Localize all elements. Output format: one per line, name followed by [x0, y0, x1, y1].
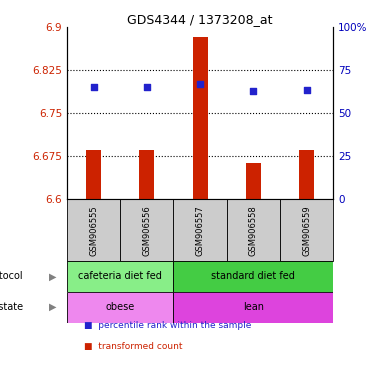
- FancyBboxPatch shape: [67, 261, 173, 292]
- Bar: [193, 37, 208, 199]
- FancyBboxPatch shape: [67, 292, 173, 323]
- FancyBboxPatch shape: [227, 199, 280, 261]
- Text: GSM906558: GSM906558: [249, 205, 258, 256]
- Text: disease state: disease state: [0, 302, 23, 312]
- Text: lean: lean: [243, 302, 264, 312]
- Point: [250, 88, 257, 94]
- FancyBboxPatch shape: [173, 199, 227, 261]
- FancyBboxPatch shape: [120, 199, 173, 261]
- Text: cafeteria diet fed: cafeteria diet fed: [79, 271, 162, 281]
- FancyBboxPatch shape: [67, 199, 120, 261]
- FancyBboxPatch shape: [173, 261, 333, 292]
- Text: protocol: protocol: [0, 271, 23, 281]
- Text: GSM906556: GSM906556: [142, 205, 151, 256]
- Title: GDS4344 / 1373208_at: GDS4344 / 1373208_at: [128, 13, 273, 26]
- Bar: [246, 163, 261, 199]
- Bar: [139, 151, 154, 199]
- Text: standard diet fed: standard diet fed: [211, 271, 295, 281]
- Bar: [299, 151, 314, 199]
- Text: GSM906555: GSM906555: [89, 205, 98, 256]
- Text: ■  transformed count: ■ transformed count: [84, 343, 183, 351]
- Point: [304, 87, 310, 93]
- FancyBboxPatch shape: [280, 199, 333, 261]
- Point: [91, 84, 97, 90]
- Text: GSM906559: GSM906559: [302, 205, 311, 256]
- Text: ▶: ▶: [49, 302, 56, 312]
- Point: [197, 81, 203, 88]
- Bar: [86, 151, 101, 199]
- Text: GSM906557: GSM906557: [196, 205, 205, 256]
- Text: obese: obese: [106, 302, 135, 312]
- Point: [144, 84, 150, 90]
- FancyBboxPatch shape: [173, 292, 333, 323]
- Text: ▶: ▶: [49, 271, 56, 281]
- Text: ■  percentile rank within the sample: ■ percentile rank within the sample: [84, 321, 252, 330]
